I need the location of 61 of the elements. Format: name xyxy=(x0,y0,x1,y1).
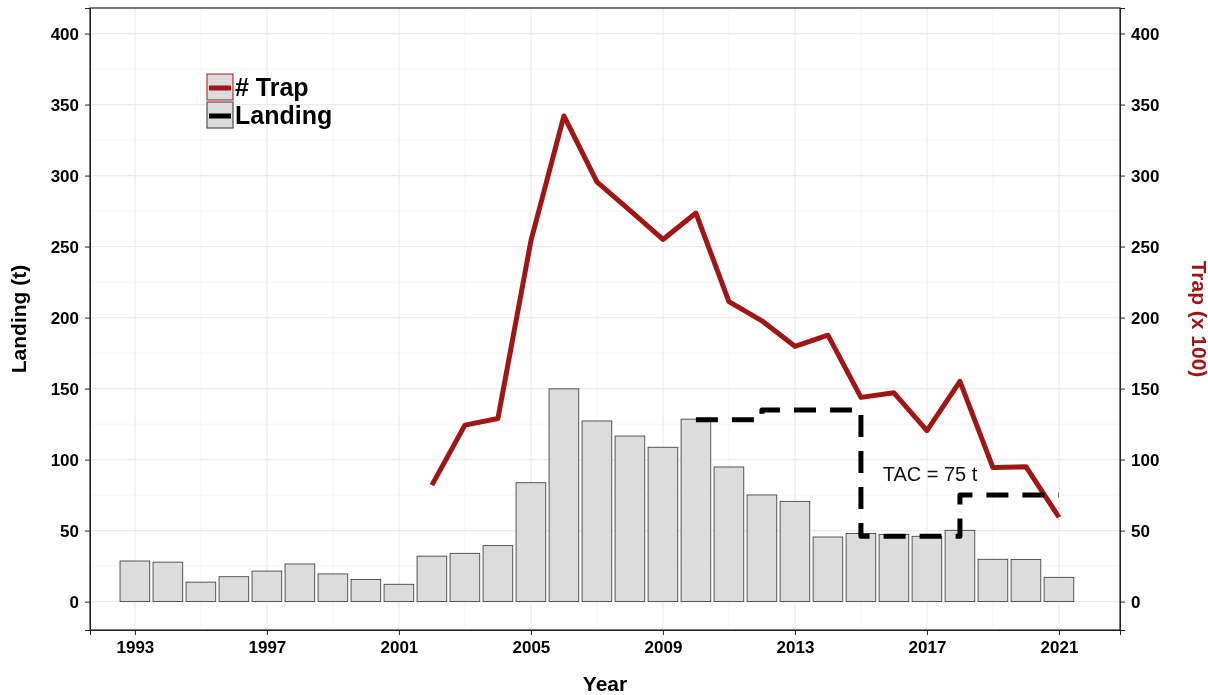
bar xyxy=(614,435,646,602)
bar xyxy=(218,576,250,602)
y2-tick-label: 250 xyxy=(1131,237,1160,257)
bar xyxy=(581,420,613,602)
x-tick-label: 2013 xyxy=(776,638,815,658)
y2-tick-label: 400 xyxy=(1131,24,1160,44)
bar xyxy=(350,579,382,602)
y-tick-label: 200 xyxy=(50,308,79,328)
bar xyxy=(284,563,316,602)
bar xyxy=(746,494,778,602)
bar xyxy=(1010,559,1042,602)
y-tick-label: 150 xyxy=(50,379,79,399)
bar xyxy=(383,583,415,602)
y2-tick-label: 150 xyxy=(1131,379,1160,399)
bar xyxy=(779,500,811,602)
x-tick-label: 2005 xyxy=(512,638,551,658)
y-tick-label: 100 xyxy=(50,450,79,470)
y-tick-label: 400 xyxy=(50,24,79,44)
x-tick-label: 2009 xyxy=(644,638,683,658)
bar xyxy=(680,418,712,602)
x-tick-label: 2021 xyxy=(1040,638,1079,658)
bar xyxy=(317,573,349,602)
y-tick-label: 50 xyxy=(60,521,79,541)
bar xyxy=(1043,576,1075,602)
bar xyxy=(152,561,184,602)
y2-tick-label: 200 xyxy=(1131,308,1160,328)
x-axis-title: Year xyxy=(582,672,628,695)
x-tick-label: 2017 xyxy=(908,638,947,658)
bar xyxy=(449,552,481,602)
y2-tick-label: 300 xyxy=(1131,166,1160,186)
bar xyxy=(647,446,679,602)
legend-label: # Trap xyxy=(235,72,309,101)
y-tick-label: 300 xyxy=(50,166,79,186)
y2-axis-title: Trap (x 100) xyxy=(1188,260,1208,378)
x-tick-label: 2001 xyxy=(380,638,419,658)
bar xyxy=(845,533,877,602)
x-tick-label: 1997 xyxy=(248,638,287,658)
y-axis-title: Landing (t) xyxy=(7,264,30,374)
y-tick-label: 250 xyxy=(50,237,79,257)
bar xyxy=(548,388,580,602)
y2-tick-label: 100 xyxy=(1131,450,1160,470)
legend-label: Landing xyxy=(235,100,333,129)
y-tick-label: 350 xyxy=(50,95,79,115)
y2-tick-label: 50 xyxy=(1131,521,1150,541)
bar xyxy=(713,466,745,602)
y2-tick-label: 350 xyxy=(1131,95,1160,115)
bar xyxy=(812,536,844,602)
bar xyxy=(878,534,910,602)
annotation: TAC = 75 t xyxy=(882,463,978,486)
y-tick-label: 0 xyxy=(69,592,79,612)
bar xyxy=(416,555,448,602)
bar xyxy=(911,535,943,602)
y2-tick-label: 0 xyxy=(1131,592,1141,612)
bar xyxy=(944,529,976,602)
bar xyxy=(119,560,151,602)
bar xyxy=(185,581,217,602)
x-tick-label: 1993 xyxy=(116,638,155,658)
bar xyxy=(251,570,283,602)
bar xyxy=(977,558,1009,602)
bar xyxy=(515,482,547,602)
bar xyxy=(482,545,514,602)
